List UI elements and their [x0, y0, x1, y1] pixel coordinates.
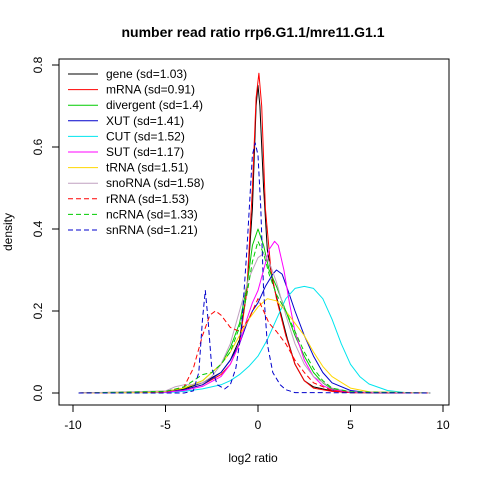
- legend-label: mRNA (sd=0.91): [106, 83, 195, 97]
- series-line-1: [78, 72, 431, 394]
- series-line-5: [78, 240, 431, 394]
- series-line-9: [78, 240, 431, 394]
- legend-label: gene (sd=1.03): [106, 67, 187, 81]
- x-axis: -10 -5 0 5 10: [64, 404, 450, 432]
- legend-label: tRNA (sd=1.51): [106, 161, 188, 175]
- series-line-10: [78, 142, 431, 394]
- legend-label: rRNA (sd=1.53): [106, 192, 189, 206]
- chart-title: number read ratio rrp6.G1.1/mre11.G1.1: [121, 24, 384, 40]
- y-axis: 0.0 0.2 0.4 0.6 0.8: [31, 56, 60, 401]
- x-tick-label: -10: [64, 418, 82, 432]
- x-axis-label: log2 ratio: [228, 451, 278, 465]
- legend-label: XUT (sd=1.41): [106, 114, 184, 128]
- series-lines: [78, 72, 431, 394]
- y-tick-label: 0.4: [31, 220, 45, 237]
- legend-label: snRNA (sd=1.21): [106, 223, 198, 237]
- legend-label: divergent (sd=1.4): [106, 98, 203, 112]
- y-tick-label: 0.8: [31, 56, 45, 73]
- series-line-3: [78, 269, 431, 394]
- x-tick-label: 0: [255, 418, 262, 432]
- x-tick-label: 10: [436, 418, 450, 432]
- series-line-4: [78, 285, 431, 394]
- series-line-7: [78, 253, 431, 394]
- x-tick-label: 5: [347, 418, 354, 432]
- y-tick-label: 0.2: [31, 302, 45, 319]
- legend-label: ncRNA (sd=1.33): [106, 207, 198, 221]
- series-line-8: [78, 298, 431, 394]
- legend-label: CUT (sd=1.52): [106, 129, 185, 143]
- legend-label: SUT (sd=1.17): [106, 145, 184, 159]
- series-line-6: [78, 298, 431, 394]
- legend: gene (sd=1.03) mRNA (sd=0.91)divergent (s…: [68, 67, 204, 237]
- y-tick-label: 0.6: [31, 138, 45, 155]
- y-tick-label: 0.0: [31, 384, 45, 401]
- legend-label: snoRNA (sd=1.58): [106, 176, 204, 190]
- x-tick-label: -5: [160, 418, 171, 432]
- y-axis-label: density: [1, 213, 15, 251]
